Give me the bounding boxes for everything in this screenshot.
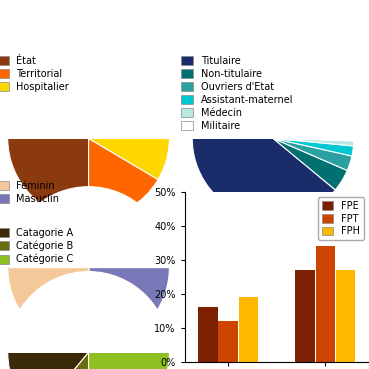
Legend: FPE, FPT, FPH: FPE, FPT, FPH xyxy=(318,197,364,240)
Wedge shape xyxy=(273,138,354,156)
Wedge shape xyxy=(8,272,169,352)
Bar xyxy=(218,321,238,362)
Bar xyxy=(336,270,355,362)
Wedge shape xyxy=(8,268,114,348)
Bar xyxy=(295,270,315,362)
Wedge shape xyxy=(273,138,354,146)
Wedge shape xyxy=(8,187,169,268)
Wedge shape xyxy=(192,138,335,219)
Wedge shape xyxy=(8,138,89,219)
Bar xyxy=(239,297,258,362)
Wedge shape xyxy=(89,352,169,369)
Legend: Féminin, Masuclin: Féminin, Masuclin xyxy=(0,179,61,206)
Bar xyxy=(315,246,335,362)
Bar xyxy=(198,307,217,362)
Wedge shape xyxy=(37,352,89,369)
Wedge shape xyxy=(8,58,169,138)
Wedge shape xyxy=(89,138,169,180)
Wedge shape xyxy=(273,138,352,170)
Wedge shape xyxy=(273,138,354,141)
Wedge shape xyxy=(8,352,89,369)
Wedge shape xyxy=(89,268,169,344)
Wedge shape xyxy=(89,138,158,219)
Legend: État, Territorial, Hospitalier: État, Territorial, Hospitalier xyxy=(0,54,71,94)
Legend: Titulaire, Non-titulaire, Ouvriers d'Etat, Assistant-maternel, Médecin, Militair: Titulaire, Non-titulaire, Ouvriers d'Eta… xyxy=(179,54,295,132)
Wedge shape xyxy=(192,58,354,138)
Legend: Catagorie A, Catégorie B, Catégorie C: Catagorie A, Catégorie B, Catégorie C xyxy=(0,226,76,266)
Wedge shape xyxy=(273,138,347,190)
